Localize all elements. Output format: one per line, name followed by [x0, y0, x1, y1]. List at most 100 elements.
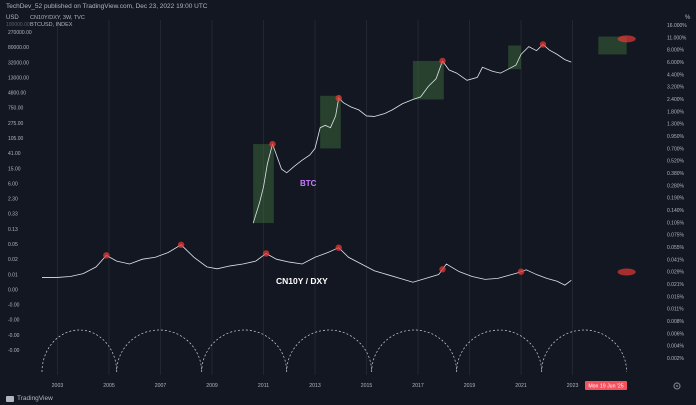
- cycle-boxes: [253, 36, 627, 224]
- right-tick-label: 0.006%: [667, 331, 685, 337]
- right-tick-label: 0.041%: [667, 257, 685, 263]
- right-tick-label: 4.400%: [667, 72, 685, 78]
- right-tick-label: 0.002%: [667, 356, 685, 362]
- left-tick-label: 80000.00: [8, 45, 29, 51]
- right-tick-label: 11.000%: [667, 35, 687, 41]
- cn-peak-marker: [262, 250, 270, 257]
- price-readout: 100000.00: [6, 22, 30, 28]
- left-tick-label: -0.00: [8, 348, 20, 354]
- right-tick-label: 0.140%: [667, 208, 685, 214]
- left-tick-label: 4800.00: [8, 91, 26, 97]
- right-tick-label: 16.000%: [667, 23, 687, 29]
- cn10y-dxy-series-line: [42, 244, 572, 286]
- cn10y-dxy-label: CN10Y / DXY: [276, 276, 328, 286]
- brand-footer: TradingView: [6, 395, 53, 402]
- right-tick-label: 1.300%: [667, 122, 685, 128]
- left-tick-label: 6.00: [8, 181, 18, 187]
- left-tick-label: 750.00: [8, 106, 24, 112]
- left-tick-label: 15.00: [8, 166, 21, 172]
- publisher-line: TechDev_52 published on TradingView.com,…: [6, 3, 208, 10]
- series-lines: [42, 43, 572, 286]
- right-tick-label: 0.950%: [667, 134, 685, 140]
- right-tick-label: 0.280%: [667, 183, 685, 189]
- cn-peak-marker: [177, 241, 185, 248]
- left-tick-label: 0.13: [8, 227, 18, 233]
- right-tick-label: 0.075%: [667, 233, 685, 239]
- cycle-arcs: [41, 329, 628, 373]
- left-tick-label: 105.00: [8, 136, 24, 142]
- x-tick-label: 2023: [567, 383, 579, 389]
- x-highlight-tag: Mon 19 Jun '25: [585, 381, 627, 390]
- x-tick-label: 2007: [155, 383, 167, 389]
- projected-cn-peak: [617, 268, 636, 276]
- x-tick-label: 2019: [464, 383, 476, 389]
- cycle-arc: [116, 329, 203, 373]
- cycle-arc: [286, 329, 373, 373]
- x-tick-label: 2003: [52, 383, 64, 389]
- right-tick-label: 1.800%: [667, 109, 685, 115]
- right-tick-label: 0.700%: [667, 146, 685, 152]
- left-tick-label: 13000.00: [8, 75, 29, 81]
- cycle-arc: [541, 329, 628, 373]
- right-tick-label: 8.000%: [667, 48, 685, 54]
- right-tick-label: 0.015%: [667, 294, 685, 300]
- cycle-arc: [456, 329, 543, 373]
- x-tick-label: 2009: [206, 383, 218, 389]
- right-tick-label: 2.400%: [667, 97, 685, 103]
- right-tick-label: 0.011%: [667, 307, 684, 313]
- right-axis: 16.000% 11.000% 8.000% 6.000% 4.400% 3.200% 2.…: [667, 23, 687, 362]
- left-tick-label: 32000.00: [8, 60, 29, 66]
- cn-peak-marker: [517, 268, 525, 275]
- cycle-box: [412, 60, 444, 100]
- left-tick-label: 270000.00: [8, 30, 32, 36]
- left-tick-label: 0.01: [8, 272, 18, 278]
- right-tick-label: 0.190%: [667, 196, 685, 202]
- x-tick-label: 2005: [103, 383, 115, 389]
- left-tick-label: 0.33: [8, 212, 18, 218]
- tradingview-logo-icon: [6, 395, 14, 402]
- cycle-box: [508, 45, 522, 70]
- projected-btc-peak: [617, 35, 636, 43]
- cycle-box: [320, 95, 341, 149]
- btc-peak-marker: [539, 41, 547, 48]
- left-tick-label: -0.00: [8, 303, 20, 309]
- x-highlight-label: Mon 19 Jun '25: [588, 384, 623, 390]
- settings-gear-icon[interactable]: [672, 381, 682, 391]
- right-tick-label: 0.029%: [667, 270, 685, 276]
- cn-peak-marker: [335, 244, 342, 251]
- left-tick-label: 0.05: [8, 242, 18, 248]
- x-tick-label: 2011: [258, 383, 269, 389]
- left-axis: 270000.00 80000.00 32000.00 13000.00 4800.00…: [8, 30, 32, 354]
- left-tick-label: 0.02: [8, 257, 18, 263]
- cycle-arc: [41, 329, 118, 373]
- legend-line-2: BTCUSD, INDEX: [30, 22, 73, 28]
- chart-grid: [57, 20, 573, 375]
- x-tick-label: 2021: [515, 383, 527, 389]
- left-tick-label: 41.00: [8, 151, 21, 157]
- x-axis: 2003 2005 2007 2009 2011 2013 2015 2017 2019 2021…: [52, 383, 579, 389]
- left-tick-label: 275.00: [8, 121, 24, 127]
- x-tick-label: 2013: [309, 383, 321, 389]
- btc-peak-marker: [439, 57, 446, 65]
- x-tick-label: 2017: [412, 383, 424, 389]
- right-tick-label: 0.520%: [667, 159, 685, 165]
- btc-label: BTC: [300, 179, 317, 188]
- left-tick-label: 2.30: [8, 197, 18, 203]
- left-tick-label: 0.00: [8, 287, 18, 293]
- left-axis-unit: USD: [6, 15, 19, 21]
- btc-peak-marker: [269, 140, 276, 148]
- right-tick-label: 0.021%: [667, 282, 685, 288]
- btc-peak-marker: [335, 94, 342, 102]
- btc-series-line: [252, 43, 572, 224]
- peak-markers: [103, 35, 636, 276]
- legend-line-1: CN10Y/DXY, 3W, TVC: [30, 15, 85, 21]
- cycle-box: [253, 144, 274, 224]
- right-tick-label: 0.105%: [667, 220, 685, 226]
- right-tick-label: 6.000%: [667, 60, 685, 66]
- cn-peak-marker: [439, 266, 446, 273]
- cn-peak-marker: [103, 252, 110, 259]
- right-tick-label: 0.055%: [667, 245, 685, 251]
- right-tick-label: 0.008%: [667, 319, 685, 325]
- cycle-arc: [201, 329, 288, 373]
